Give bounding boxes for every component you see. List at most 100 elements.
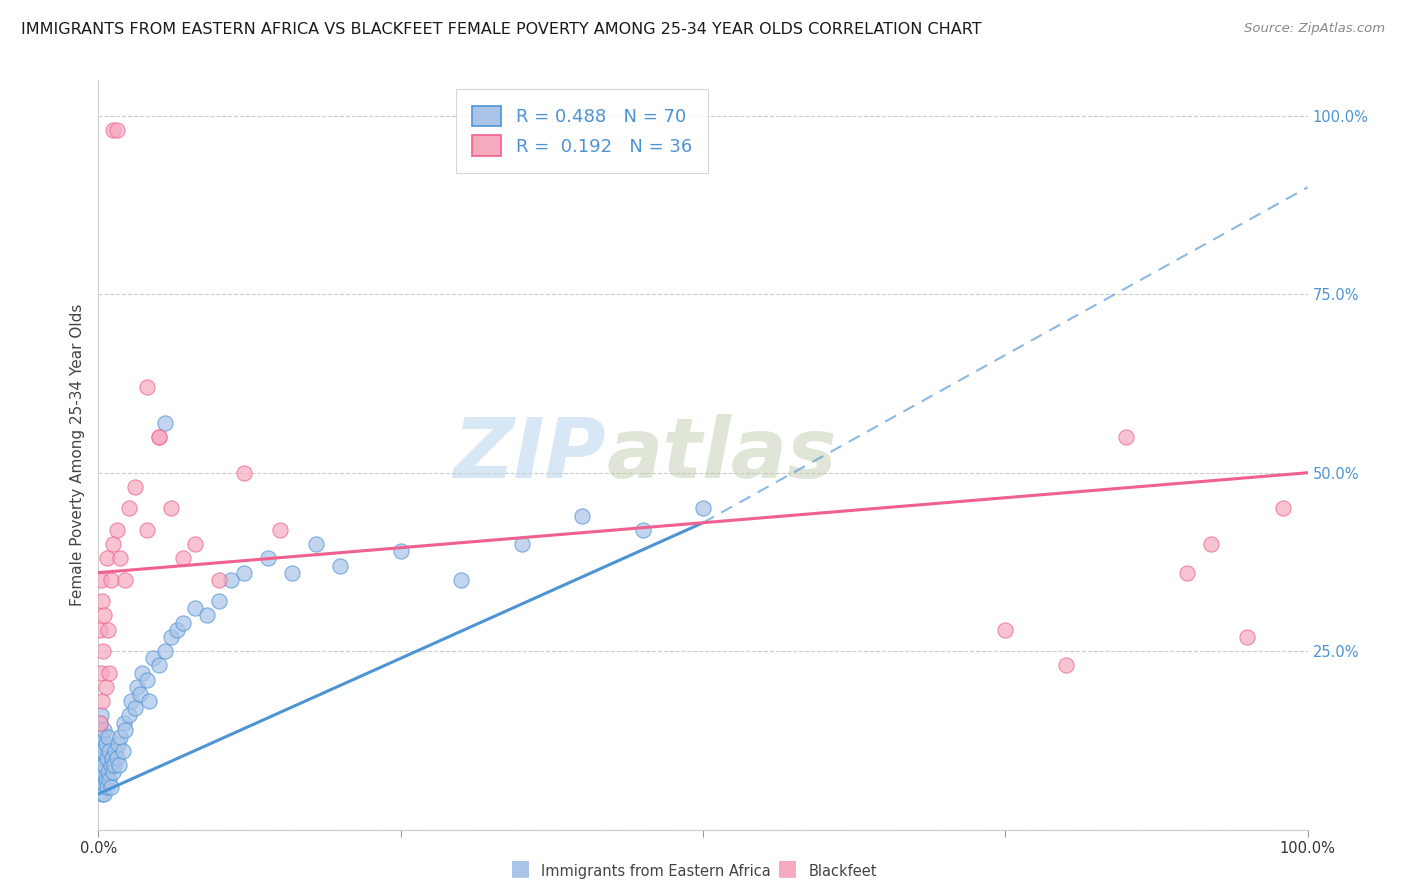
Point <box>104 744 127 758</box>
Point <box>108 730 131 744</box>
Point <box>1175 566 1198 580</box>
Point <box>1236 630 1258 644</box>
Point <box>692 501 714 516</box>
Point <box>90 665 112 680</box>
Point <box>93 723 115 737</box>
Point <box>112 715 135 730</box>
Point <box>90 780 112 794</box>
Point <box>90 751 112 765</box>
Point <box>93 608 115 623</box>
Point <box>160 630 183 644</box>
Point <box>269 523 291 537</box>
Point <box>93 787 115 801</box>
Point <box>114 573 136 587</box>
Point <box>184 537 207 551</box>
Point <box>510 537 533 551</box>
Point <box>195 608 218 623</box>
Point <box>94 737 117 751</box>
Point <box>91 765 114 780</box>
Point <box>91 730 114 744</box>
Point <box>153 416 176 430</box>
Text: ■: ■ <box>510 859 530 879</box>
Point <box>148 658 170 673</box>
Point <box>108 551 131 566</box>
Point <box>91 787 114 801</box>
Point <box>329 558 352 573</box>
Point <box>153 644 176 658</box>
Point <box>96 551 118 566</box>
Point <box>91 644 114 658</box>
Point <box>89 765 111 780</box>
Point <box>142 651 165 665</box>
Text: ZIP: ZIP <box>454 415 606 495</box>
Point <box>94 772 117 787</box>
Point <box>172 615 194 630</box>
Point <box>135 523 157 537</box>
Point <box>91 744 114 758</box>
Point <box>91 694 114 708</box>
Point <box>138 694 160 708</box>
Point <box>105 123 128 137</box>
Text: IMMIGRANTS FROM EASTERN AFRICA VS BLACKFEET FEMALE POVERTY AMONG 25-34 YEAR OLDS: IMMIGRANTS FROM EASTERN AFRICA VS BLACKF… <box>21 22 981 37</box>
Point <box>89 737 111 751</box>
Point <box>89 715 111 730</box>
Point <box>131 665 153 680</box>
Point <box>105 751 128 765</box>
Point <box>1115 430 1137 444</box>
Point <box>1054 658 1077 673</box>
Text: Source: ZipAtlas.com: Source: ZipAtlas.com <box>1244 22 1385 36</box>
Point <box>100 758 122 772</box>
Point <box>91 594 114 608</box>
Point <box>108 758 131 772</box>
Point <box>96 751 118 765</box>
Point <box>631 523 654 537</box>
Point <box>91 758 114 772</box>
Text: Immigrants from Eastern Africa: Immigrants from Eastern Africa <box>541 863 770 879</box>
Point <box>1272 501 1295 516</box>
Point <box>135 380 157 394</box>
Point <box>208 594 231 608</box>
Point <box>105 523 128 537</box>
Point <box>89 715 111 730</box>
Point <box>450 573 472 587</box>
Point <box>97 730 120 744</box>
Point <box>256 551 278 566</box>
Point <box>97 765 120 780</box>
Point <box>124 480 146 494</box>
Point <box>89 723 111 737</box>
Point <box>100 780 122 794</box>
Point <box>98 665 121 680</box>
Point <box>1199 537 1222 551</box>
Point <box>101 765 124 780</box>
Point <box>93 758 115 772</box>
Point <box>127 680 149 694</box>
Point <box>160 501 183 516</box>
Y-axis label: Female Poverty Among 25-34 Year Olds: Female Poverty Among 25-34 Year Olds <box>69 304 84 606</box>
Point <box>148 430 170 444</box>
Point <box>389 544 412 558</box>
Point <box>89 623 111 637</box>
Point <box>91 772 114 787</box>
Point <box>101 123 124 137</box>
Point <box>100 573 122 587</box>
Point <box>166 623 188 637</box>
Point <box>90 765 112 780</box>
Point <box>124 701 146 715</box>
Point <box>98 772 121 787</box>
Point <box>97 623 120 637</box>
Point <box>111 744 134 758</box>
Point <box>128 687 150 701</box>
Point <box>103 758 125 772</box>
Point <box>118 501 141 516</box>
Point <box>90 708 112 723</box>
Point <box>91 780 114 794</box>
Point <box>232 566 254 580</box>
Point <box>94 680 117 694</box>
Point <box>98 744 121 758</box>
Point <box>232 466 254 480</box>
Point <box>114 723 136 737</box>
Point <box>118 708 141 723</box>
Point <box>96 780 118 794</box>
Point <box>208 573 231 587</box>
Legend: R = 0.488   N = 70, R =  0.192   N = 36: R = 0.488 N = 70, R = 0.192 N = 36 <box>456 89 709 172</box>
